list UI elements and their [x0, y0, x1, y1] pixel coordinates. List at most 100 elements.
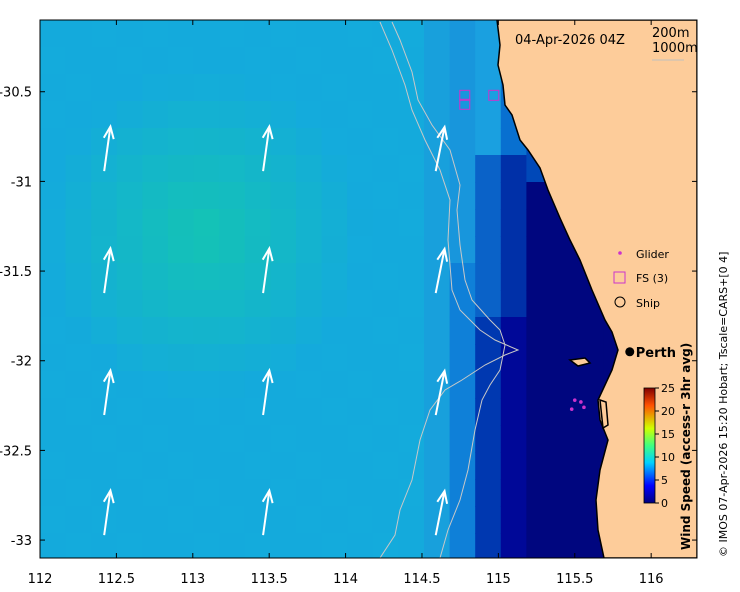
wind-cell: [449, 209, 476, 237]
glider-point: [572, 398, 577, 402]
isobath-1000m: [379, 21, 520, 558]
wind-cell: [219, 344, 246, 372]
wind-cell: [91, 20, 118, 48]
wind-cell: [475, 479, 502, 507]
wind-arrow: [434, 368, 449, 416]
wind-cell: [116, 20, 143, 48]
colorbar-scale: [643, 387, 656, 504]
wind-cell: [424, 317, 451, 345]
wind-cell: [449, 155, 476, 183]
wind-cell: [219, 317, 246, 345]
wind-cell: [449, 344, 476, 372]
wind-cell: [296, 101, 323, 129]
wind-cell: [296, 47, 323, 75]
wind-cell: [526, 425, 553, 453]
wind-cell: [40, 425, 67, 453]
wind-cell: [65, 47, 92, 75]
wind-cell: [449, 398, 476, 426]
wind-cell: [193, 182, 220, 210]
wind-cell: [296, 263, 323, 291]
wind-cell: [168, 128, 195, 156]
wind-cell: [270, 344, 297, 372]
wind-cell: [65, 533, 92, 558]
wind-cell: [500, 236, 527, 264]
wind-cell: [347, 452, 374, 480]
colorbar-tick-label: 5: [661, 474, 668, 487]
glider-points: [569, 398, 586, 411]
wind-cell: [296, 317, 323, 345]
wind-cell: [65, 209, 92, 237]
wind-cell: [270, 128, 297, 156]
wind-cell: [577, 317, 604, 345]
wind-cell: [424, 182, 451, 210]
wind-cell: [500, 155, 527, 183]
glider-point: [579, 400, 583, 404]
wind-cell: [40, 290, 67, 318]
wind-cell: [91, 128, 118, 156]
wind-cell: [398, 155, 425, 183]
wind-cell: [116, 236, 143, 264]
wind-cell: [168, 479, 195, 507]
wind-cell: [398, 506, 425, 534]
wind-cell: [193, 398, 220, 426]
wind-cell: [91, 344, 118, 372]
wind-cell: [116, 101, 143, 129]
wind-cell: [219, 263, 246, 291]
wind-cell: [65, 74, 92, 102]
wind-cell: [500, 506, 527, 534]
wind-cell: [65, 371, 92, 399]
wind-cell: [424, 452, 451, 480]
wind-cell: [347, 371, 374, 399]
wind-cell: [142, 47, 169, 75]
glider-point: [569, 407, 574, 411]
wind-cell: [321, 371, 348, 399]
wind-cell: [142, 290, 169, 318]
wind-cell: [168, 182, 195, 210]
wind-cell: [347, 533, 374, 558]
wind-cell: [526, 290, 553, 318]
wind-cell: [475, 47, 502, 75]
wind-cell: [270, 425, 297, 453]
wind-cell: [296, 209, 323, 237]
wind-cell: [168, 263, 195, 291]
wind-cell: [526, 209, 553, 237]
wind-cell: [219, 101, 246, 129]
wind-cell: [65, 263, 92, 291]
legend: Glider FS (3) Ship: [613, 248, 669, 310]
wind-cell: [244, 155, 271, 183]
wind-cell: [475, 101, 502, 129]
wind-cell: [193, 20, 220, 48]
wind-cell: [372, 452, 399, 480]
wind-cell: [475, 236, 502, 264]
wind-cell: [526, 317, 553, 345]
wind-cell: [347, 20, 374, 48]
wind-cell: [168, 74, 195, 102]
wind-cell: [142, 74, 169, 102]
wind-cell: [398, 182, 425, 210]
depth-legend-200m: 200m: [652, 26, 689, 41]
wind-cell: [270, 506, 297, 534]
wind-cell: [193, 479, 220, 507]
wind-cell: [168, 452, 195, 480]
wind-cell: [449, 101, 476, 129]
wind-cell: [65, 344, 92, 372]
wind-cell: [142, 452, 169, 480]
wind-cell: [449, 479, 476, 507]
wind-cell: [321, 398, 348, 426]
wind-cell: [168, 425, 195, 453]
wind-cell: [142, 209, 169, 237]
wind-cell: [142, 128, 169, 156]
wind-cell: [270, 371, 297, 399]
wind-cell: [347, 209, 374, 237]
wind-arrow: [102, 123, 115, 172]
wind-cell: [270, 479, 297, 507]
wind-cell: [475, 533, 502, 558]
wind-cell: [526, 398, 553, 426]
wind-cell: [142, 317, 169, 345]
wind-cell: [449, 47, 476, 75]
wind-cell: [296, 236, 323, 264]
isobath-200m: [391, 21, 506, 558]
wind-cell: [91, 425, 118, 453]
wind-cell: [91, 209, 118, 237]
